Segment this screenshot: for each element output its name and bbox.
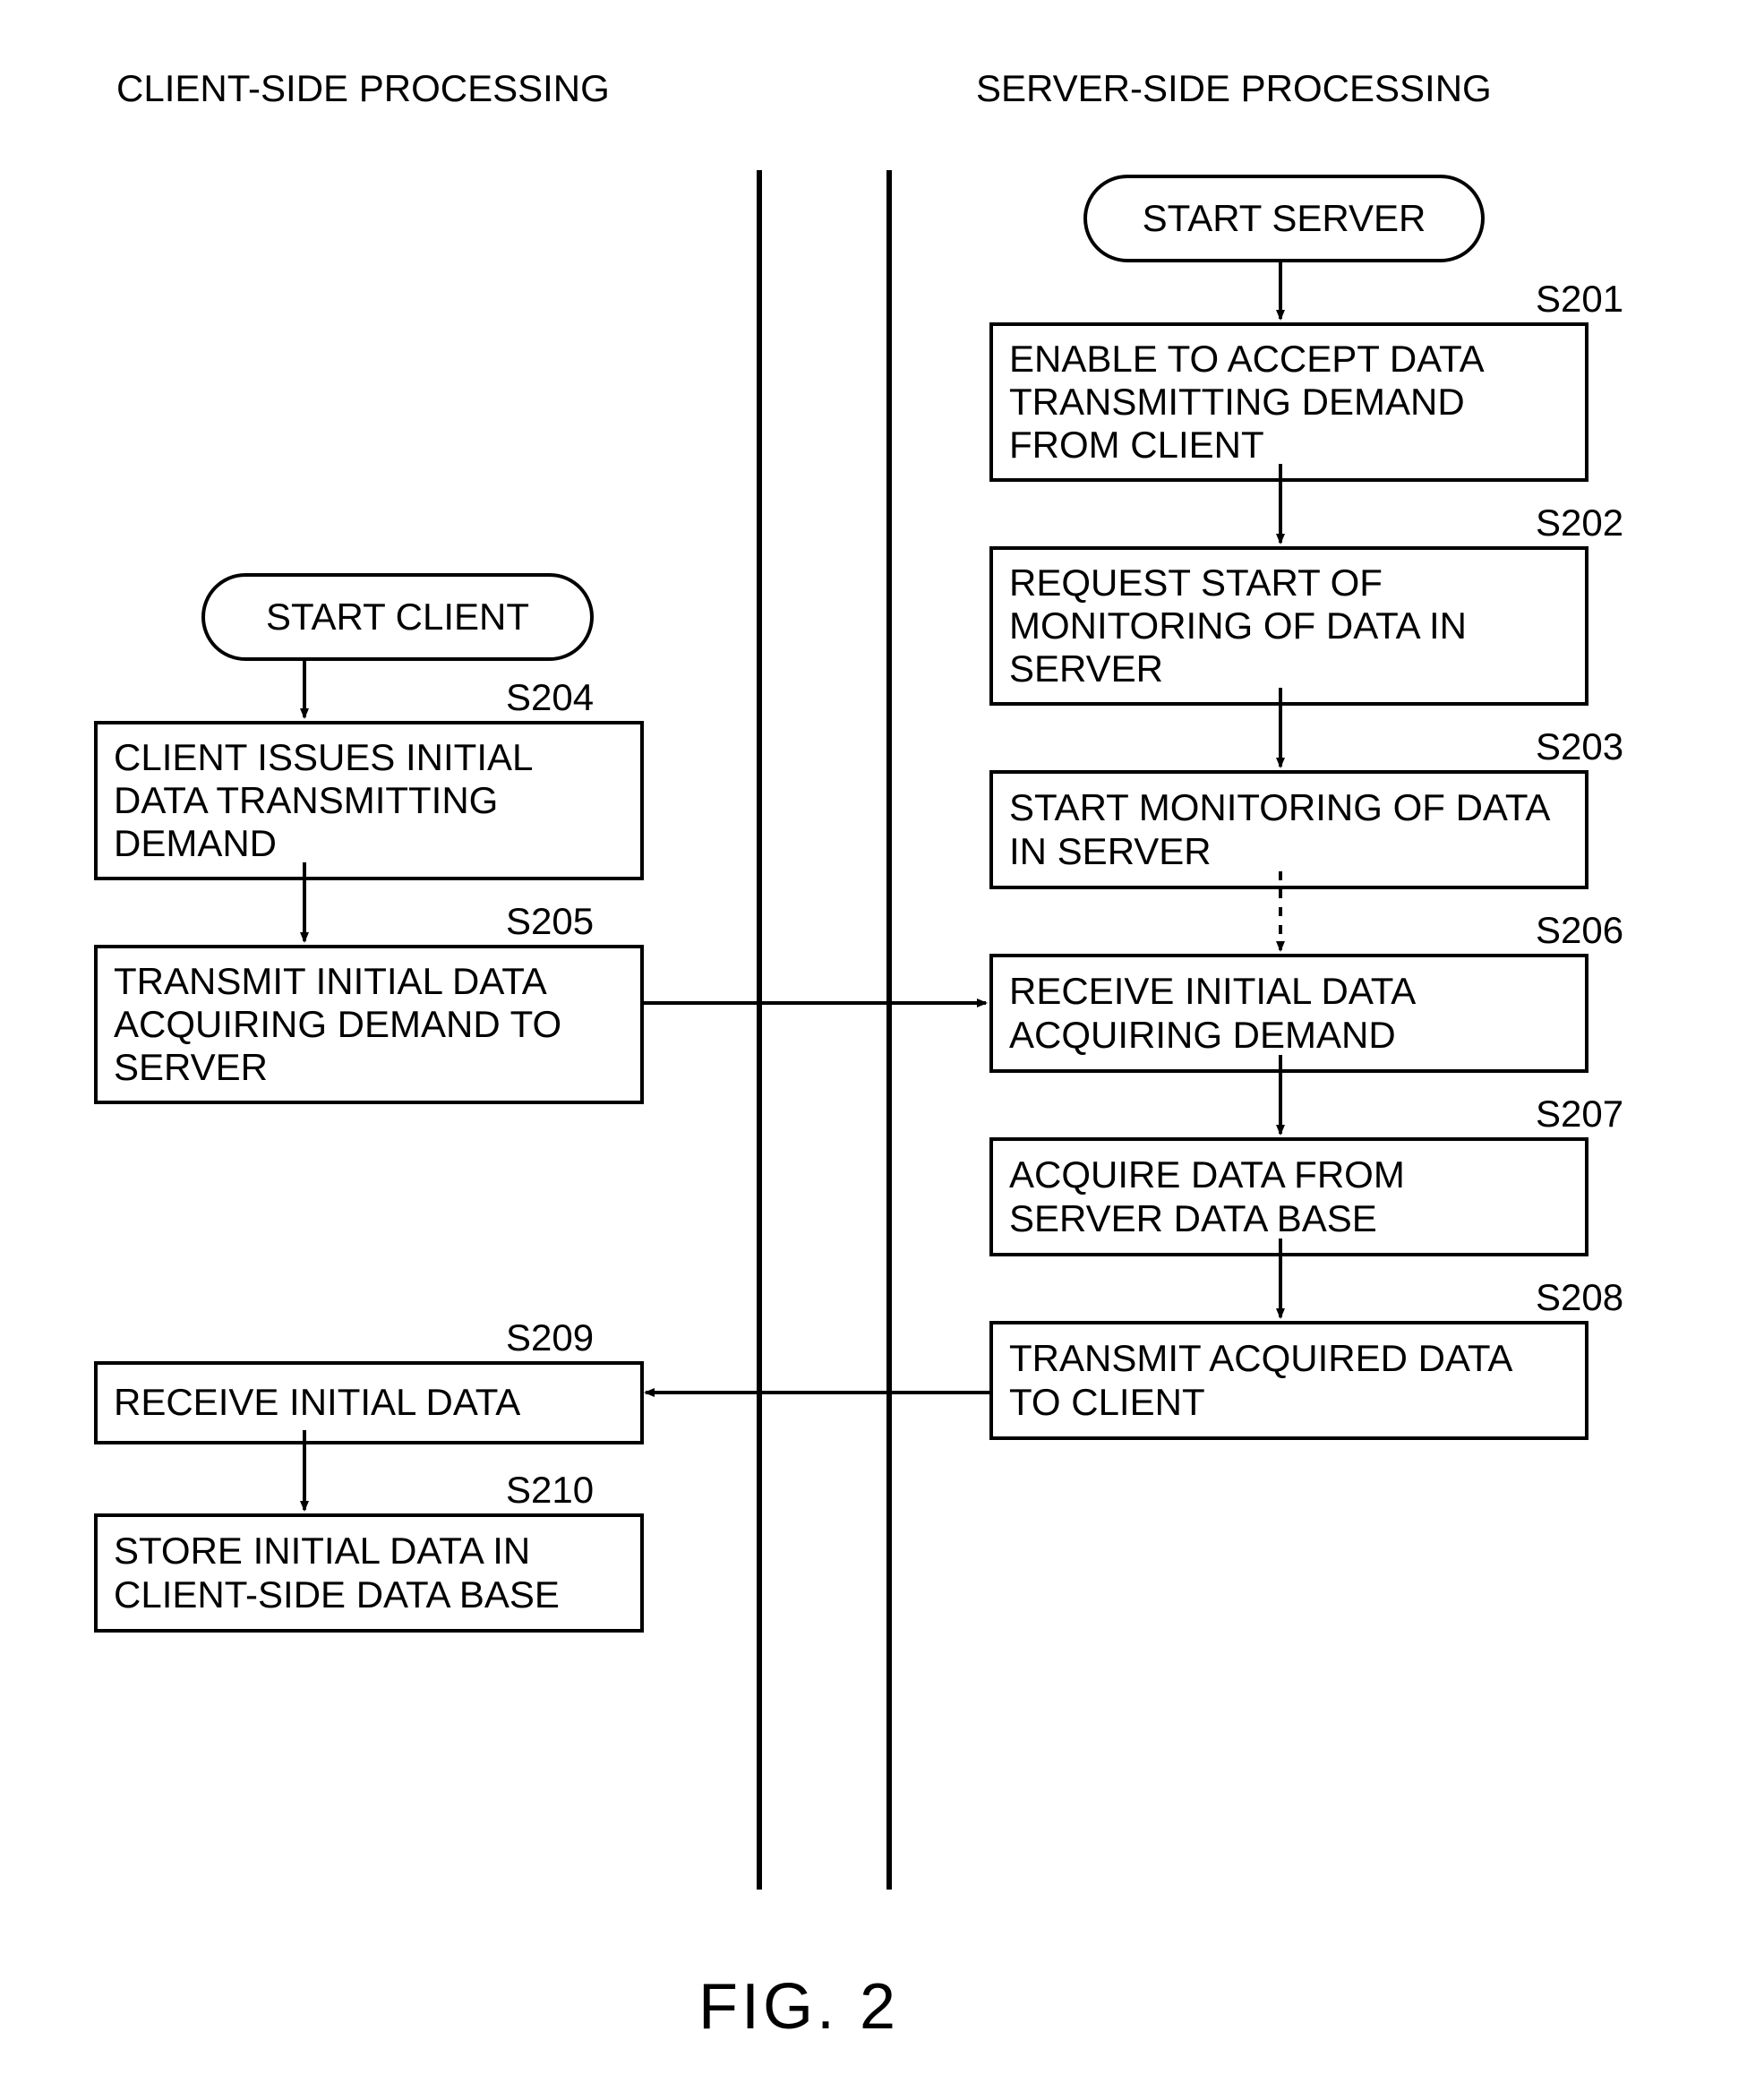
text-s201: ENABLE TO ACCEPT DATA TRANSMITTING DEMAN… bbox=[1009, 338, 1569, 467]
text-s206: RECEIVE INITIAL DATA ACQUIRING DEMAND bbox=[1009, 970, 1569, 1057]
box-s201: ENABLE TO ACCEPT DATA TRANSMITTING DEMAN… bbox=[989, 322, 1588, 482]
label-s210: S210 bbox=[506, 1469, 594, 1512]
box-s203: START MONITORING OF DATA IN SERVER bbox=[989, 770, 1588, 889]
flowchart-canvas: CLIENT-SIDE PROCESSING SERVER-SIDE PROCE… bbox=[0, 0, 1764, 2100]
label-s208: S208 bbox=[1536, 1276, 1623, 1319]
start-client: START CLIENT bbox=[201, 573, 594, 661]
box-s210: STORE INITIAL DATA IN CLIENT-SIDE DATA B… bbox=[94, 1513, 644, 1633]
label-s205: S205 bbox=[506, 900, 594, 943]
text-s207: ACQUIRE DATA FROM SERVER DATA BASE bbox=[1009, 1153, 1569, 1240]
figure-label: FIG. 2 bbox=[698, 1970, 899, 2044]
box-s208: TRANSMIT ACQUIRED DATA TO CLIENT bbox=[989, 1321, 1588, 1440]
start-server: START SERVER bbox=[1083, 175, 1485, 262]
header-client: CLIENT-SIDE PROCESSING bbox=[116, 67, 610, 110]
text-s202: REQUEST START OF MONITORING OF DATA IN S… bbox=[1009, 561, 1569, 691]
label-s207: S207 bbox=[1536, 1093, 1623, 1136]
divider-right bbox=[886, 170, 892, 1890]
label-s201: S201 bbox=[1536, 278, 1623, 321]
label-s209: S209 bbox=[506, 1316, 594, 1359]
label-s204: S204 bbox=[506, 676, 594, 719]
label-s203: S203 bbox=[1536, 725, 1623, 768]
box-s209: RECEIVE INITIAL DATA bbox=[94, 1361, 644, 1444]
text-s204: CLIENT ISSUES INITIAL DATA TRANSMITTING … bbox=[114, 736, 624, 866]
box-s205: TRANSMIT INITIAL DATA ACQUIRING DEMAND T… bbox=[94, 945, 644, 1104]
label-s206: S206 bbox=[1536, 909, 1623, 952]
label-s202: S202 bbox=[1536, 501, 1623, 544]
divider-left bbox=[757, 170, 762, 1890]
text-s209: RECEIVE INITIAL DATA bbox=[114, 1381, 520, 1424]
box-s207: ACQUIRE DATA FROM SERVER DATA BASE bbox=[989, 1137, 1588, 1256]
text-s205: TRANSMIT INITIAL DATA ACQUIRING DEMAND T… bbox=[114, 960, 624, 1090]
header-server: SERVER-SIDE PROCESSING bbox=[976, 67, 1492, 110]
text-s208: TRANSMIT ACQUIRED DATA TO CLIENT bbox=[1009, 1337, 1569, 1424]
box-s204: CLIENT ISSUES INITIAL DATA TRANSMITTING … bbox=[94, 721, 644, 880]
box-s202: REQUEST START OF MONITORING OF DATA IN S… bbox=[989, 546, 1588, 706]
text-s210: STORE INITIAL DATA IN CLIENT-SIDE DATA B… bbox=[114, 1530, 624, 1616]
text-s203: START MONITORING OF DATA IN SERVER bbox=[1009, 786, 1569, 873]
box-s206: RECEIVE INITIAL DATA ACQUIRING DEMAND bbox=[989, 954, 1588, 1073]
